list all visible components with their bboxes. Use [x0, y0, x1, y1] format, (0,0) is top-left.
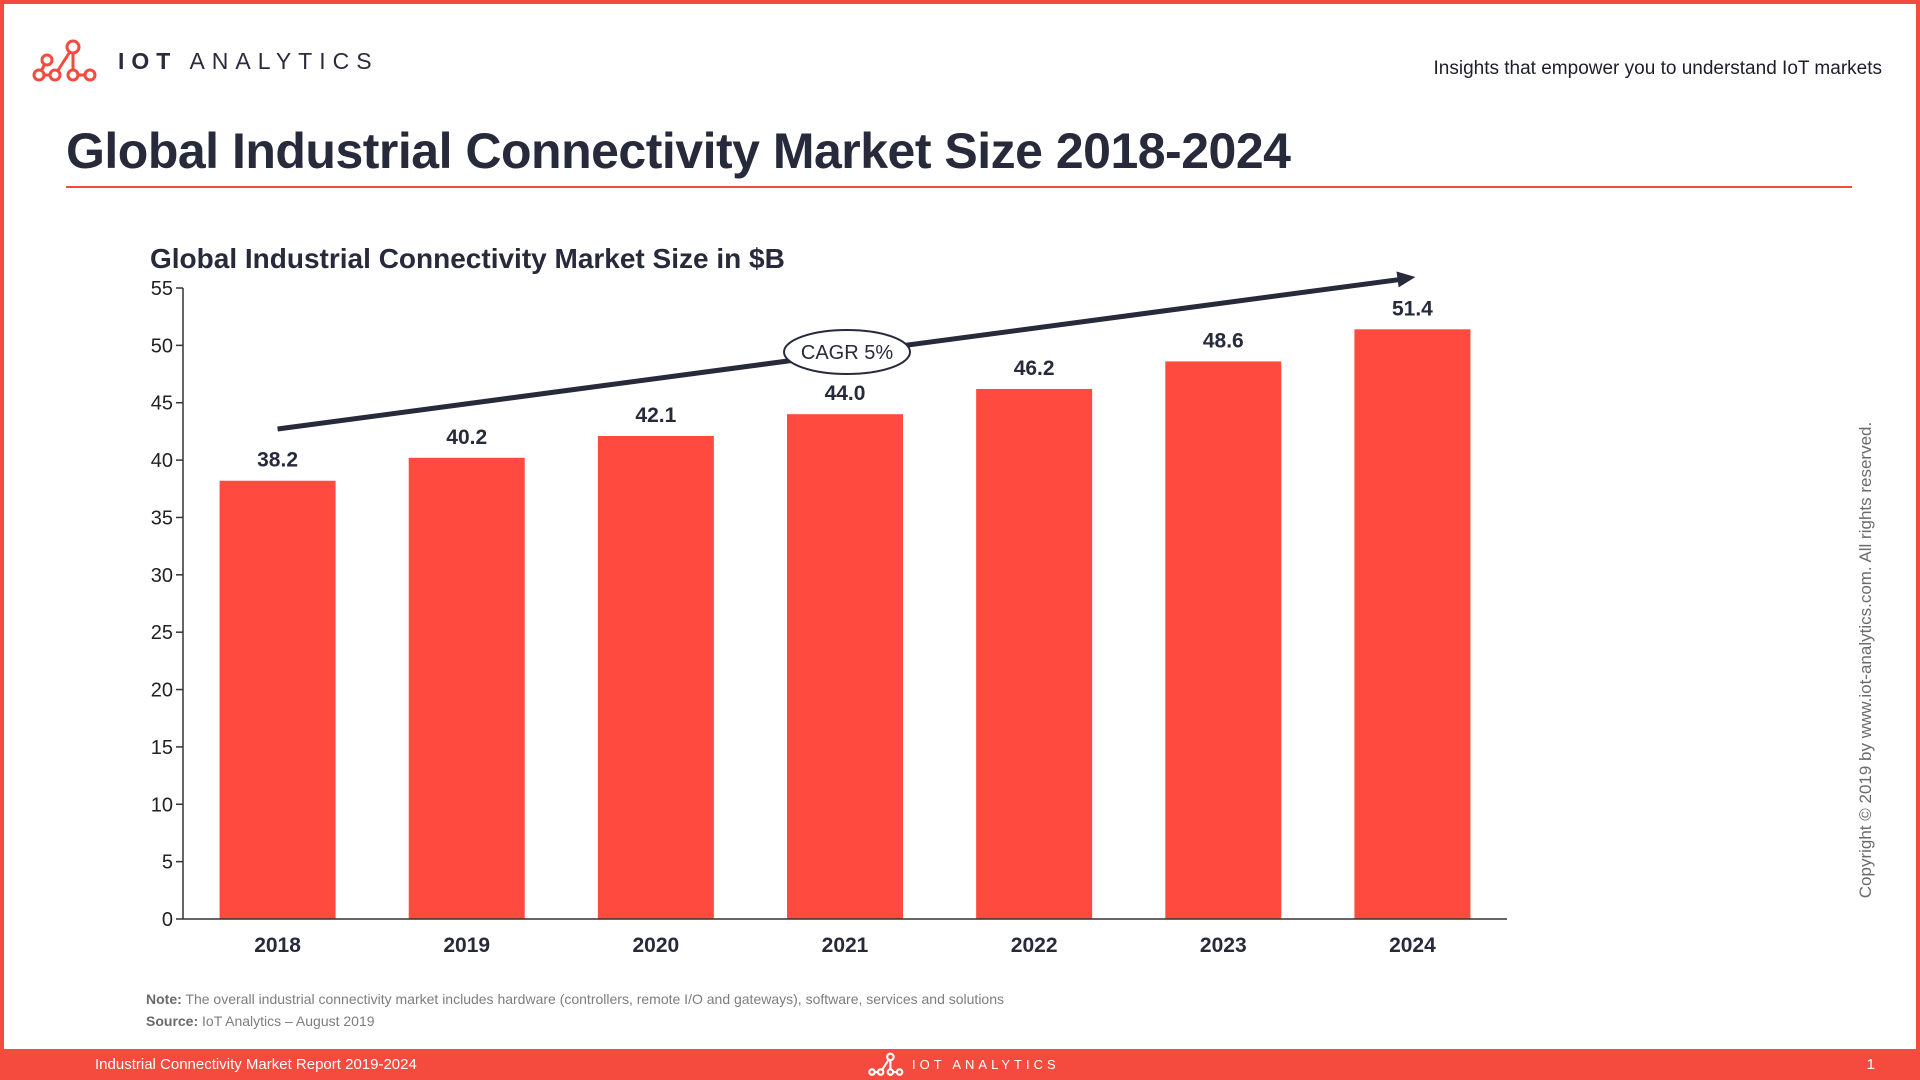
page-number: 1: [1866, 1056, 1875, 1073]
x-tick-label: 2018: [254, 934, 301, 957]
iot-logo-icon: [32, 39, 97, 82]
data-label: 38.2: [257, 449, 298, 472]
y-tick-label: 40: [151, 450, 173, 472]
y-tick-label: 5: [162, 852, 173, 874]
y-tick-label: 20: [151, 680, 173, 702]
data-label: 44.0: [825, 382, 866, 405]
y-tick-label: 15: [151, 737, 173, 759]
x-tick-label: 2019: [443, 934, 490, 957]
y-tick-label: 30: [151, 565, 173, 587]
bar-2024: [1354, 329, 1471, 919]
note-text: The overall industrial connectivity mark…: [181, 991, 1005, 1007]
data-label: 40.2: [446, 426, 487, 449]
chart-notes: Note: The overall industrial connectivit…: [146, 988, 1004, 1032]
y-tick-label: 10: [151, 794, 173, 816]
brand-name: IOT ANALYTICS: [118, 48, 379, 75]
bar-2023: [1165, 361, 1282, 920]
y-tick-label: 45: [151, 393, 173, 415]
data-label: 48.6: [1203, 329, 1244, 352]
source-line: Source: IoT Analytics – August 2019: [146, 1010, 1004, 1032]
page-title: Global Industrial Connectivity Market Si…: [66, 123, 1291, 179]
footer-brand-bold: IOT: [912, 1057, 946, 1072]
chart-title: Global Industrial Connectivity Market Si…: [150, 243, 785, 274]
y-tick-label: 0: [162, 909, 173, 931]
copyright-notice: Copyright © 2019 by www.iot-analytics.co…: [1856, 421, 1875, 899]
note-label: Note:: [146, 991, 182, 1007]
note-line: Note: The overall industrial connectivit…: [146, 988, 1004, 1010]
source-label: Source:: [146, 1013, 199, 1029]
y-tick-label: 25: [151, 622, 173, 644]
bar-2019: [408, 457, 525, 919]
tagline: Insights that empower you to understand …: [1433, 58, 1883, 79]
footer-brand: IOT ANALYTICS: [866, 1051, 1060, 1078]
brand-name-light: ANALYTICS: [189, 47, 379, 74]
footer-report-title: Industrial Connectivity Market Report 20…: [95, 1056, 417, 1073]
x-tick-label: 2020: [632, 934, 679, 957]
data-label: 42.1: [635, 404, 676, 427]
y-tick-label: 55: [151, 278, 173, 300]
footer-brand-light: ANALYTICS: [952, 1057, 1060, 1072]
brand-header: IOT ANALYTICS: [28, 36, 379, 86]
data-label: 46.2: [1014, 357, 1055, 380]
data-label: 51.4: [1392, 297, 1433, 320]
bar-chart: Global Industrial Connectivity Market Si…: [150, 243, 1507, 957]
x-tick-label: 2024: [1389, 934, 1436, 957]
bar-2022: [976, 388, 1093, 920]
source-text: IoT Analytics – August 2019: [198, 1013, 375, 1029]
trend-arrow-head: [1396, 271, 1416, 288]
bar-2020: [597, 435, 714, 919]
footer-bar: Industrial Connectivity Market Report 20…: [0, 1049, 1920, 1080]
x-tick-label: 2022: [1011, 934, 1058, 957]
y-tick-label: 35: [151, 507, 173, 529]
y-tick-label: 50: [151, 335, 173, 357]
bar-2018: [219, 480, 336, 919]
footer-brand-name: IOT ANALYTICS: [912, 1057, 1060, 1072]
x-tick-label: 2023: [1200, 934, 1247, 957]
title-divider: [66, 186, 1852, 188]
brand-name-bold: IOT: [118, 47, 178, 74]
cagr-label: CAGR 5%: [801, 342, 893, 364]
x-tick-label: 2021: [822, 934, 869, 957]
cagr-ellipse: [783, 329, 911, 375]
bar-2021: [787, 414, 903, 919]
iot-logo-icon: [868, 1052, 904, 1076]
